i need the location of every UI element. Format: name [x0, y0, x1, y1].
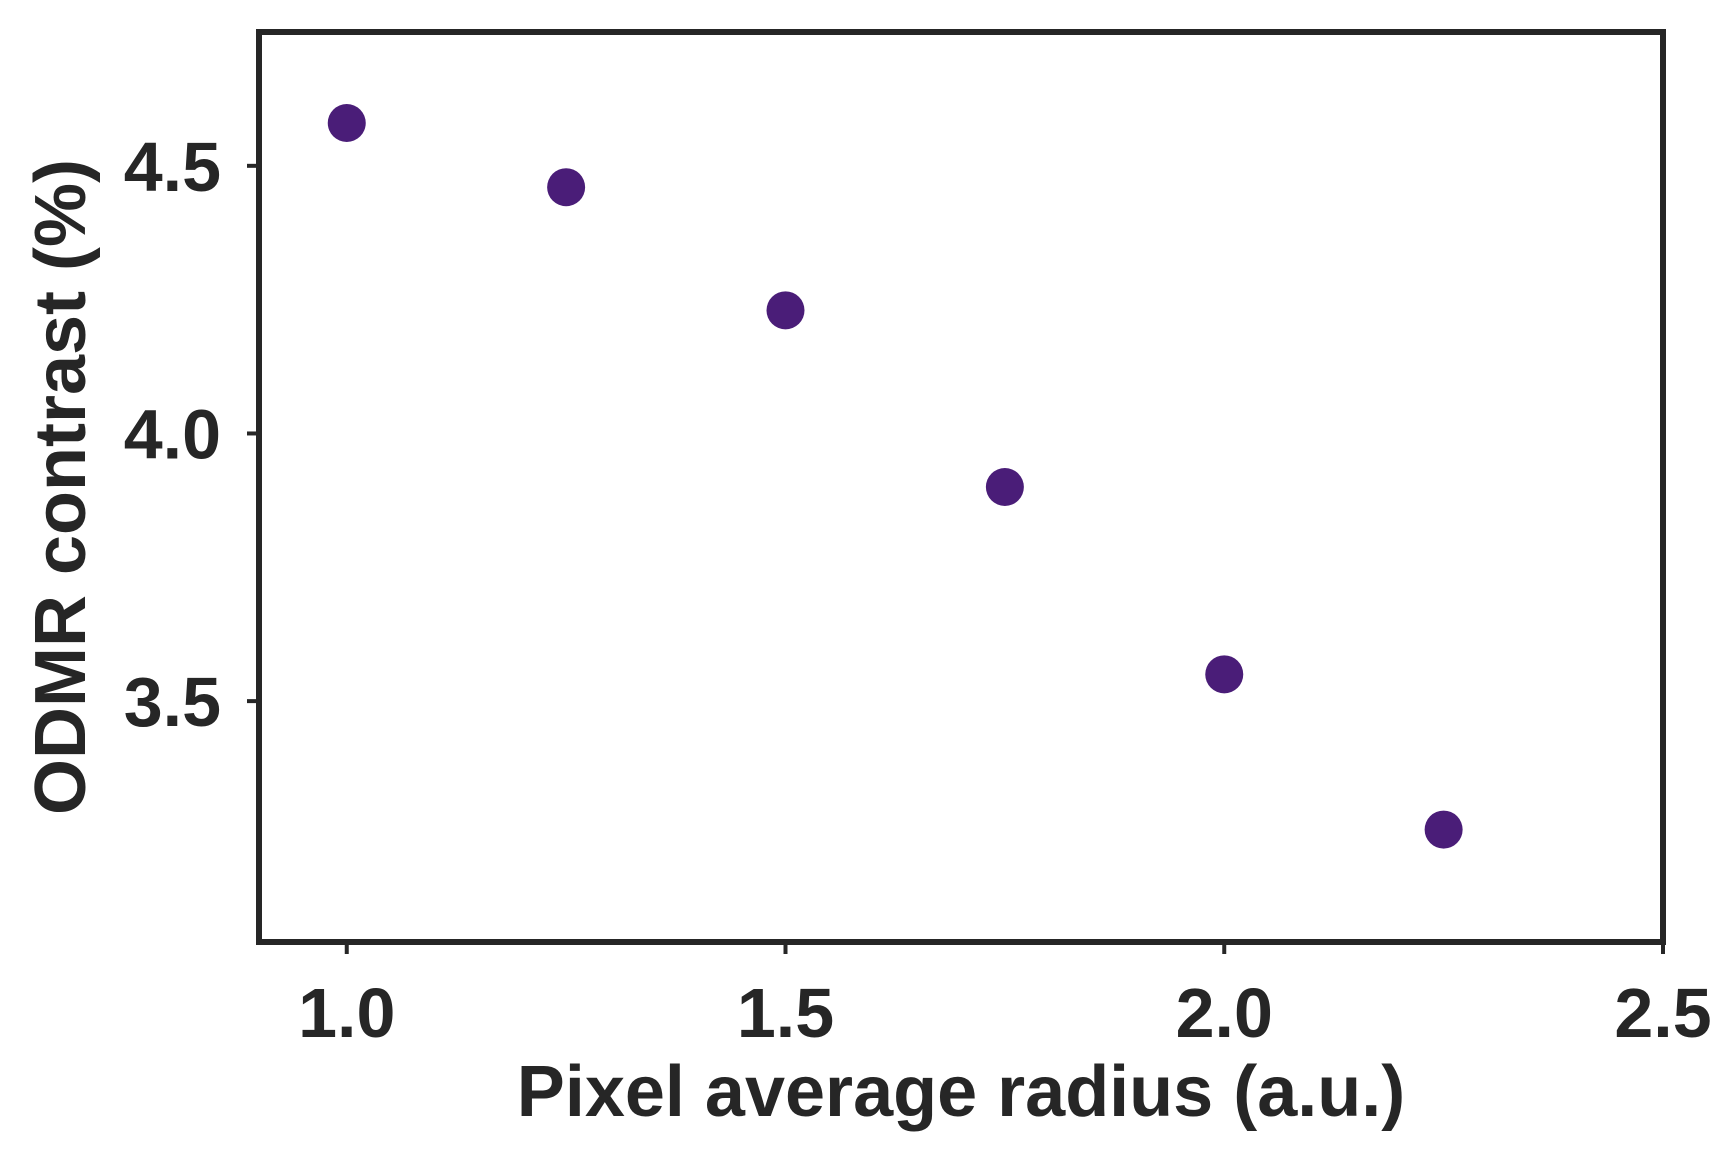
data-point: [1424, 810, 1463, 849]
data-point: [547, 168, 586, 207]
data-point: [327, 104, 366, 142]
x-tick-label: 2.0: [1176, 974, 1273, 1052]
data-point: [766, 291, 805, 330]
y-tick-label: 4.5: [124, 128, 221, 206]
y-tick-label: 3.5: [124, 663, 221, 741]
plot-area-frame: [256, 29, 1666, 945]
x-axis-ticks: 1.0 1.5 2.0 2.5: [298, 942, 1712, 1052]
x-tick-label: 1.5: [737, 974, 834, 1052]
x-tick-label: 2.5: [1614, 974, 1711, 1052]
data-point: [1205, 655, 1244, 694]
y-axis-ticks: 3.5 4.0 4.5: [124, 128, 259, 741]
y-tick-label: 4.0: [124, 395, 221, 473]
data-points: [327, 104, 1463, 849]
x-axis-label: Pixel average radius (a.u.): [517, 1052, 1405, 1132]
data-point: [985, 468, 1024, 506]
x-tick-label: 1.0: [298, 974, 395, 1052]
y-axis-label: ODMR contrast (%): [21, 159, 101, 815]
